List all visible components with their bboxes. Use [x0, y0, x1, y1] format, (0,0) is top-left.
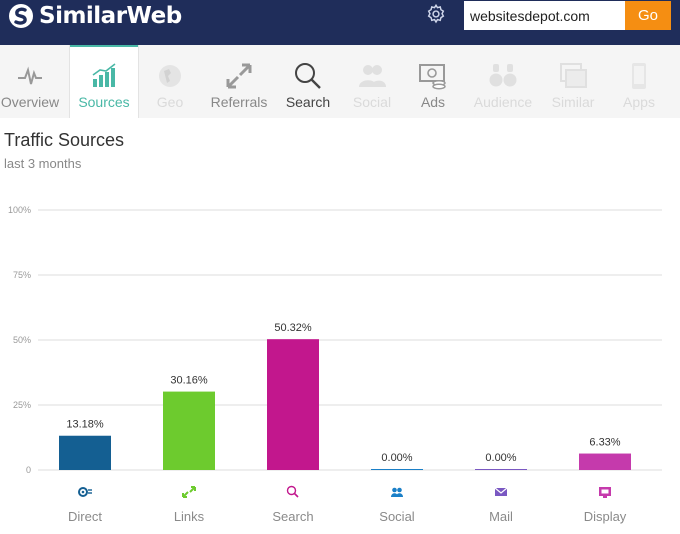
geo-icon — [159, 65, 181, 87]
tab-label: Overview — [0, 94, 60, 110]
tab-label: Social — [352, 94, 392, 110]
tab-referrals[interactable]: Referrals — [207, 45, 271, 118]
ads-icon — [419, 64, 446, 90]
search-icon — [295, 63, 321, 89]
bar-links — [163, 391, 215, 470]
bar-direct — [59, 435, 111, 470]
bar-value-label: 13.18% — [66, 419, 104, 431]
bar-search — [267, 339, 319, 470]
y-tick-label: 75% — [13, 270, 31, 280]
bar-social — [371, 469, 423, 470]
y-tick-label: 100% — [8, 205, 31, 215]
links-icon — [182, 486, 196, 498]
page-subtitle: last 3 months — [4, 156, 82, 171]
tab-label: Similar — [551, 94, 595, 110]
tab-label: Ads — [420, 94, 446, 110]
tab-label: Geo — [156, 94, 184, 110]
category-label: Display — [584, 509, 627, 524]
category-label: Mail — [489, 509, 513, 524]
bar-value-label: 50.32% — [274, 322, 312, 334]
overview-icon — [18, 66, 42, 85]
tab-apps: Apps — [620, 45, 658, 118]
similar-icon — [560, 63, 587, 88]
sources-icon — [92, 63, 116, 87]
tab-label: Search — [285, 94, 331, 110]
go-button[interactable]: Go — [625, 1, 671, 30]
tab-label: Referrals — [210, 94, 268, 110]
logo[interactable]: SimilarWeb — [8, 3, 182, 29]
referrals-icon — [226, 63, 252, 89]
category-label: Direct — [68, 509, 102, 524]
mail-icon — [494, 487, 508, 496]
apps-icon — [632, 63, 646, 89]
nav-tabs: Overview Sources Geo Referrals Search — [0, 45, 680, 118]
tab-audience: Audience — [470, 45, 536, 118]
category-label: Social — [379, 509, 415, 524]
search-icon — [286, 485, 299, 498]
search-input[interactable] — [464, 1, 625, 30]
tab-search[interactable]: Search — [283, 45, 333, 118]
y-tick-label: 0 — [26, 465, 31, 475]
page-title: Traffic Sources — [4, 130, 125, 150]
bar-display — [579, 453, 631, 470]
social-icon — [359, 65, 386, 87]
logo-text: SimilarWeb — [39, 3, 182, 29]
top-bar: SimilarWeb Go — [0, 0, 680, 45]
category-label: Search — [272, 509, 313, 524]
y-tick-label: 50% — [13, 335, 31, 345]
bar-value-label: 0.00% — [485, 452, 516, 464]
social-icon — [391, 487, 403, 497]
tab-geo: Geo — [150, 45, 190, 118]
tab-label: Apps — [623, 94, 655, 110]
y-tick-label: 25% — [13, 400, 31, 410]
tab-social: Social — [350, 45, 394, 118]
direct-icon — [78, 487, 92, 497]
logo-icon — [9, 4, 33, 28]
bar-mail — [475, 469, 527, 470]
bar-value-label: 6.33% — [589, 437, 620, 449]
tab-ads[interactable]: Ads — [412, 45, 454, 118]
traffic-sources-chart: 0 25% 50% 75% 100% 13.18% Direct 30.16% Links 50.… — [8, 205, 662, 524]
category-label: Links — [174, 509, 205, 524]
bar-value-label: 30.16% — [170, 375, 208, 387]
tab-sources[interactable]: Sources — [69, 45, 139, 118]
tab-similar: Similar — [550, 45, 596, 118]
tab-overview[interactable]: Overview — [0, 45, 60, 118]
audience-icon — [489, 64, 517, 87]
tab-label: Audience — [473, 94, 533, 110]
bar-value-label: 0.00% — [381, 452, 412, 464]
gear-icon[interactable] — [425, 3, 447, 25]
tab-label: Sources — [78, 94, 130, 110]
display-icon — [599, 487, 611, 498]
